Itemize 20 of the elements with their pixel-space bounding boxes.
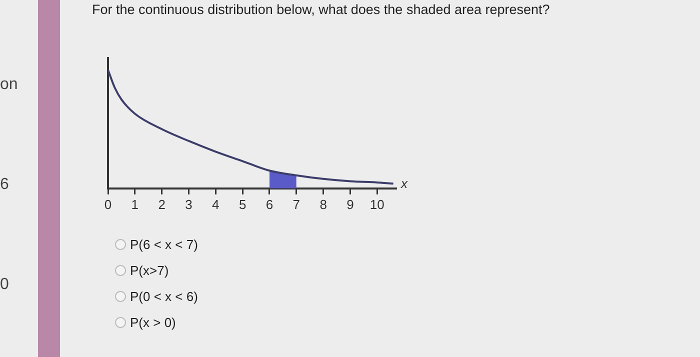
x-axis-title: x xyxy=(400,176,408,192)
x-tick-label: 7 xyxy=(292,196,300,212)
x-tick-label: 8 xyxy=(320,196,327,212)
x-tick-label: 3 xyxy=(185,196,192,212)
x-tick-label: 9 xyxy=(346,196,354,212)
x-tick-label: 1 xyxy=(131,196,139,212)
x-tick-label: 6 xyxy=(266,196,274,212)
x-tick-label: 2 xyxy=(158,196,166,212)
text: 6 xyxy=(0,176,9,194)
x-tick-label: 5 xyxy=(238,196,246,212)
text: P(0 < x < 6) xyxy=(130,289,198,304)
text: P(6 < x < 7) xyxy=(130,237,198,252)
text: 0 xyxy=(0,276,9,294)
x-tick-label: 0 xyxy=(104,196,112,212)
text: P(x>7) xyxy=(130,263,169,278)
x-tick-label: 4 xyxy=(212,196,220,212)
chart-title: For the continuous distribution below, what does the shaded area represent? xyxy=(92,2,550,17)
text: on xyxy=(0,76,18,94)
text: P(x > 0) xyxy=(130,315,176,330)
x-tick-label: 10 xyxy=(370,196,384,212)
